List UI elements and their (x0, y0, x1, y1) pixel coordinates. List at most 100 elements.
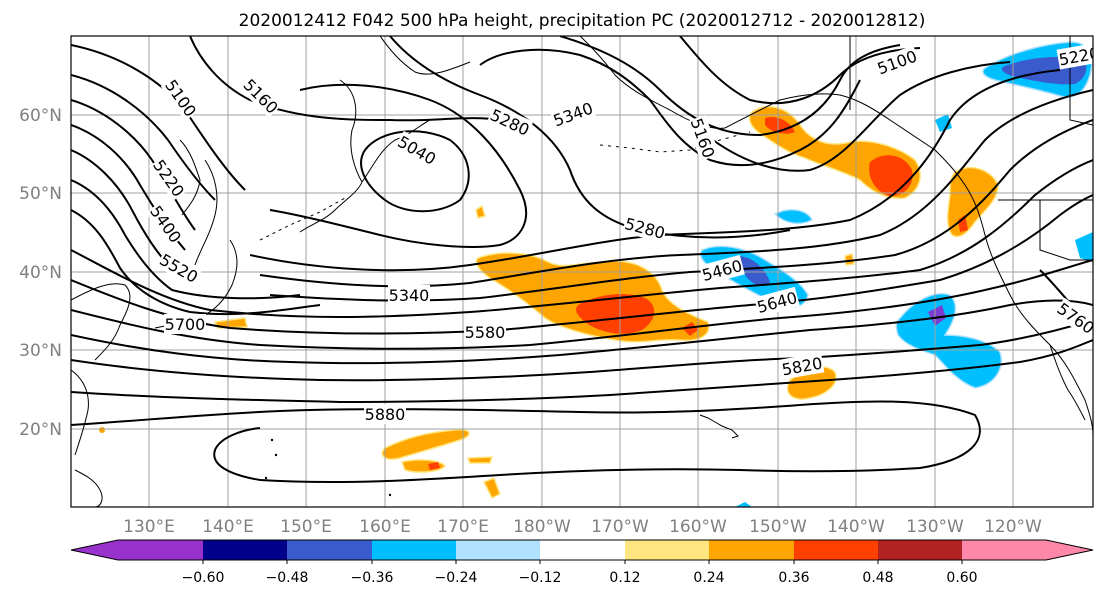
colorbar-swatch (540, 540, 625, 560)
shading-tropical-blob-3 (466, 456, 494, 464)
lon-label: 160°E (359, 517, 411, 537)
colorbar-swatch (878, 540, 962, 560)
contour-line (71, 99, 196, 231)
colorbar-tick-label: −0.12 (519, 570, 562, 586)
lon-label: 160°W (669, 517, 727, 537)
contour-label: 5880 (365, 405, 406, 424)
border-states (1039, 200, 1093, 261)
colorbar-swatch (203, 540, 287, 560)
contour-label: 5580 (465, 323, 506, 342)
coast-west-america (934, 149, 1093, 436)
colorbar-extend-low (71, 540, 118, 560)
shading-small-blob-2 (844, 253, 855, 266)
colorbar-tick-label: 0.24 (693, 570, 724, 586)
contour-line (71, 159, 1093, 318)
lat-label: 60°N (19, 106, 62, 126)
shading-blue-edge (1075, 232, 1093, 262)
lon-label: 140°E (202, 517, 254, 537)
lon-label: 120°W (984, 517, 1042, 537)
coast-siberia (379, 36, 471, 75)
map-area: 5100 5160 5220 5400 5520 5700 5040 5280 … (71, 36, 1093, 507)
colorbar-swatch (794, 540, 878, 560)
coast-sakhalin (194, 159, 218, 266)
lon-label: 170°W (591, 517, 649, 537)
contour-line-5880 (71, 400, 981, 484)
colorbar-swatch (962, 540, 1046, 560)
lon-label: 170°E (437, 517, 489, 537)
contour-line (679, 36, 921, 105)
shading-red-west-coast (958, 215, 968, 232)
contour-line (71, 179, 301, 300)
latitude-labels: 60°N 50°N 40°N 30°N 20°N (19, 106, 62, 440)
shading-tropical-blob-1 (381, 428, 470, 460)
contour-line (71, 149, 176, 273)
coast-philippines (74, 469, 103, 507)
colorbar-swatch (456, 540, 540, 560)
contour-line (71, 339, 1093, 404)
shading-dark-blue-central (736, 256, 770, 286)
colorbar-ticks (202, 560, 963, 564)
contour-line (269, 119, 1093, 302)
colorbar-swatches (71, 540, 1093, 560)
coast-alaska-south (724, 93, 936, 151)
contour-line (249, 69, 1061, 272)
height-contours (71, 36, 1093, 484)
contour-line (71, 319, 1093, 382)
contour-line (269, 83, 527, 248)
colorbar-tick-label: 0.36 (778, 570, 809, 586)
lat-label: 50°N (19, 184, 62, 204)
lat-label: 40°N (19, 263, 62, 283)
colorbar-extend-high (1046, 540, 1093, 560)
lon-label: 130°E (123, 517, 175, 537)
colorbar-swatch (625, 540, 709, 560)
coast-kamchatka-east (361, 119, 431, 183)
lon-label: 180°W (513, 517, 571, 537)
colorbar-swatch (118, 540, 203, 560)
contour-line (189, 36, 501, 122)
lon-label: 150°E (280, 517, 332, 537)
shading-red-core (576, 294, 655, 334)
contour-line (259, 89, 1093, 288)
shading-purple-east (928, 305, 946, 326)
shading-red-small (682, 322, 698, 336)
contour-closed-low (360, 130, 470, 213)
coast-china (71, 369, 89, 456)
lon-label: 130°W (906, 517, 964, 537)
contour-line (71, 209, 321, 316)
colorbar-tick-label: −0.24 (435, 570, 478, 586)
contour-line (71, 259, 1093, 350)
contour-line (699, 61, 1011, 172)
lon-label: 140°W (827, 517, 885, 537)
colorbar-swatch (372, 540, 456, 560)
coastlines (71, 36, 1093, 507)
lon-label: 150°W (749, 517, 807, 537)
longitude-labels: 130°E 140°E 150°E 160°E 170°E 180°W 170°… (123, 517, 1042, 537)
colorbar-tick-label: −0.60 (182, 570, 225, 586)
colorbar-tick-label: −0.36 (351, 570, 394, 586)
shading-tropical-blob-4 (482, 477, 501, 500)
colorbar-tick-label: 0.60 (946, 570, 977, 586)
shading-red-tropical (428, 462, 440, 470)
shading-blue-bottom (735, 502, 752, 507)
lat-label: 20°N (19, 420, 62, 440)
contour-line (479, 48, 861, 167)
colorbar: −0.60 −0.48 −0.36 −0.24 −0.12 0.12 0.24 … (70, 539, 1094, 586)
colorbar-outline (70, 539, 1094, 561)
map-border (70, 35, 1094, 508)
coast-hawaii (699, 414, 739, 439)
contour-line (71, 74, 216, 201)
contour-line (389, 36, 791, 239)
contour-line (71, 194, 1093, 335)
lat-label: 30°N (19, 341, 62, 361)
shading-blue-alaska (935, 114, 952, 132)
colorbar-tick-label: −0.48 (266, 570, 309, 586)
shading-dot (99, 427, 105, 433)
contour-label: 5340 (389, 286, 430, 305)
colorbar-swatch (287, 540, 372, 560)
shading-small-blob (475, 204, 486, 219)
map-title: 2020012412 F042 500 hPa height, precipit… (239, 11, 926, 31)
shading-blue-small (773, 208, 813, 225)
contour-label: 5700 (165, 315, 206, 334)
colorbar-tick-label: 0.12 (609, 570, 640, 586)
